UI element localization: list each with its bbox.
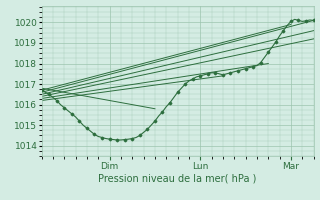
X-axis label: Pression niveau de la mer( hPa ): Pression niveau de la mer( hPa ) bbox=[99, 173, 257, 183]
